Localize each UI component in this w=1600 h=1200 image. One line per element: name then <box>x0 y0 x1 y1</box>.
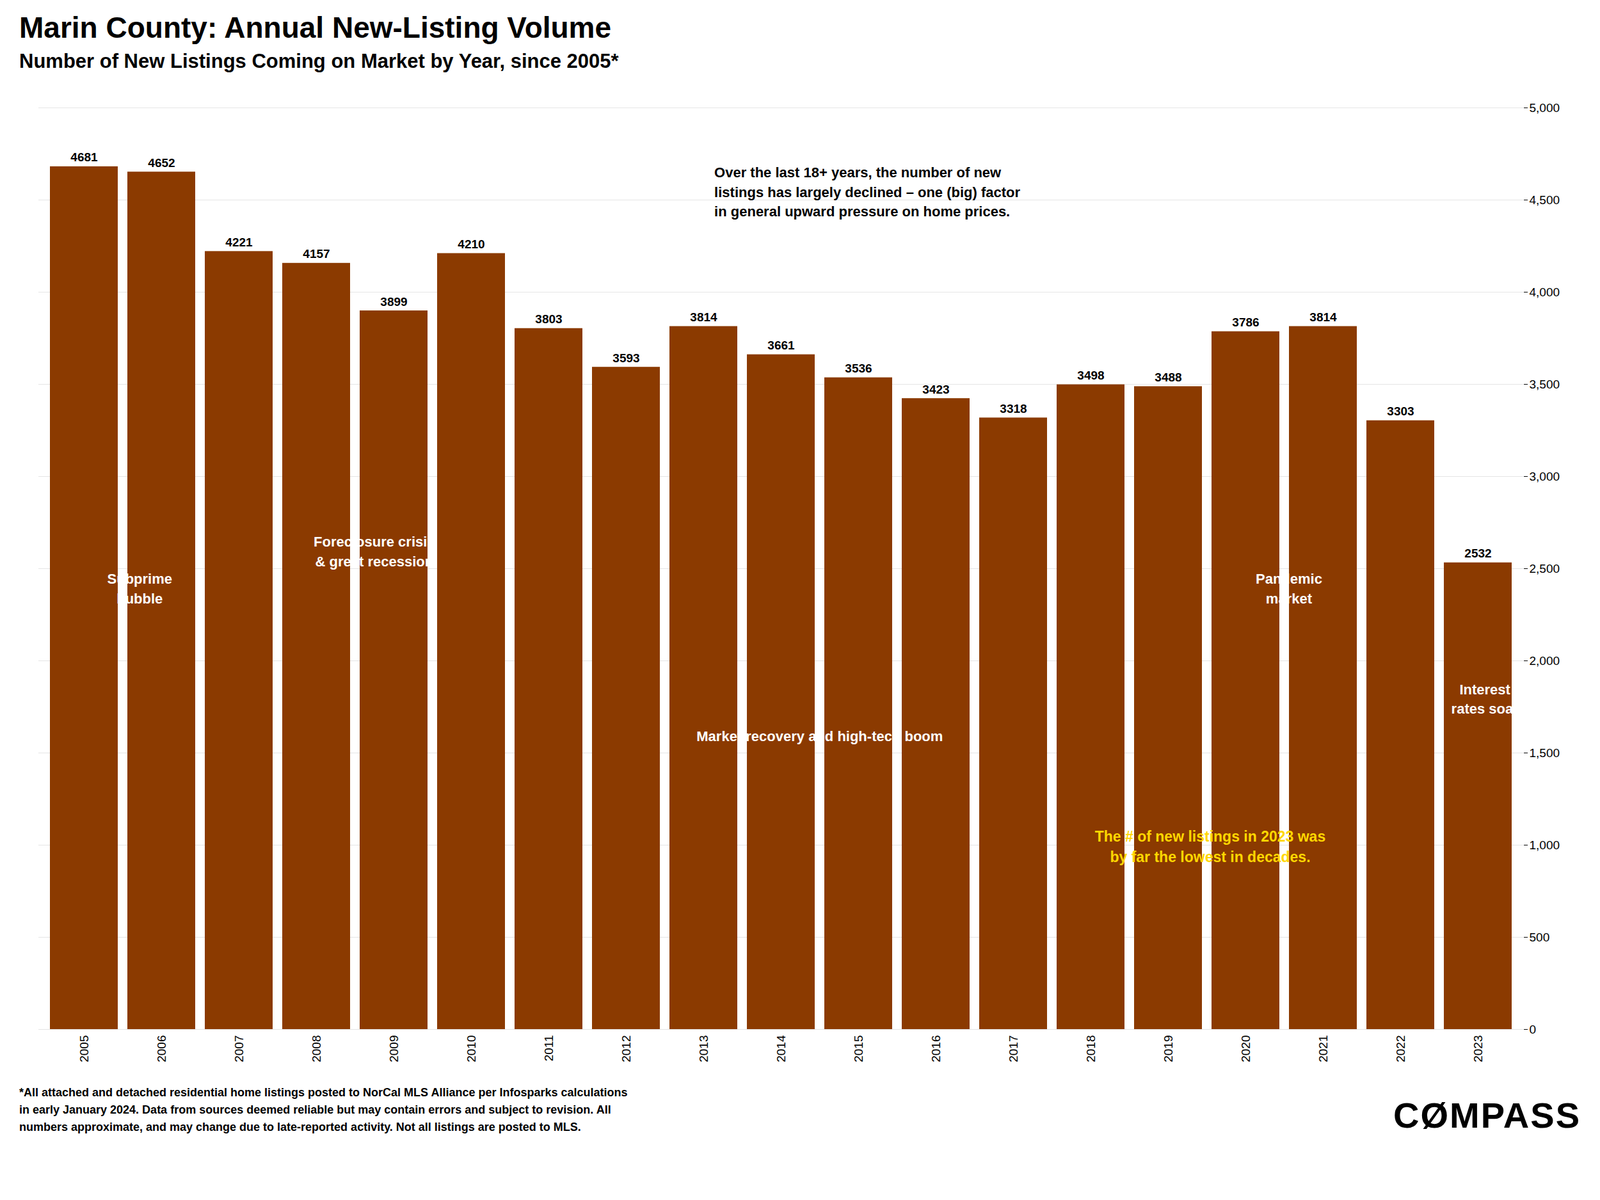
svg-text:3803: 3803 <box>535 312 562 326</box>
svg-text:2015: 2015 <box>851 1035 866 1063</box>
svg-text:3661: 3661 <box>767 338 795 352</box>
svg-text:Foreclosure crisis& great rece: Foreclosure crisis& great recession <box>313 533 436 570</box>
svg-text:4210: 4210 <box>457 237 485 251</box>
svg-text:3814: 3814 <box>1309 310 1337 324</box>
svg-text:3814: 3814 <box>689 310 718 324</box>
svg-text:2023: 2023 <box>1471 1035 1485 1063</box>
svg-text:2011: 2011 <box>542 1035 556 1062</box>
svg-text:4,500: 4,500 <box>1529 193 1561 207</box>
svg-text:3498: 3498 <box>1077 368 1104 383</box>
svg-text:5,000: 5,000 <box>1529 101 1561 115</box>
svg-text:3,500: 3,500 <box>1529 377 1561 392</box>
svg-text:3303: 3303 <box>1386 404 1414 418</box>
svg-text:2009: 2009 <box>387 1035 401 1063</box>
svg-text:2016: 2016 <box>929 1035 943 1063</box>
svg-text:2020: 2020 <box>1239 1035 1253 1063</box>
svg-text:500: 500 <box>1529 930 1551 944</box>
svg-text:3786: 3786 <box>1232 315 1259 329</box>
svg-text:2014: 2014 <box>774 1034 788 1063</box>
svg-text:4652: 4652 <box>147 156 175 170</box>
svg-text:2006: 2006 <box>154 1035 169 1063</box>
svg-text:The # of new listings in 2023: The # of new listings in 2023 wasby far … <box>1095 828 1326 866</box>
svg-text:2022: 2022 <box>1393 1035 1408 1063</box>
svg-text:3423: 3423 <box>922 382 950 397</box>
svg-text:Over the last 18+ years, the n: Over the last 18+ years, the number of n… <box>714 164 1021 221</box>
html-text:CØMPASS: CØMPASS <box>1393 1095 1581 1136</box>
svg-text:2005: 2005 <box>77 1035 91 1063</box>
svg-text:2008: 2008 <box>309 1035 324 1063</box>
svg-text:2017: 2017 <box>1006 1035 1021 1063</box>
svg-text:4,000: 4,000 <box>1529 285 1561 299</box>
svg-text:3536: 3536 <box>844 361 872 376</box>
svg-text:2,000: 2,000 <box>1529 654 1561 668</box>
svg-text:Subprimebubble: Subprimebubble <box>107 570 173 607</box>
svg-text:4157: 4157 <box>302 247 330 261</box>
svg-text:2532: 2532 <box>1464 546 1492 560</box>
svg-text:2007: 2007 <box>232 1035 246 1063</box>
svg-text:2018: 2018 <box>1084 1035 1098 1063</box>
svg-text:2019: 2019 <box>1161 1035 1176 1063</box>
svg-text:Market recovery and high-tech: Market recovery and high-tech boom <box>696 728 943 745</box>
html-text:Number of New Listings Coming: Number of New Listings Coming on Market … <box>19 49 619 73</box>
svg-text:3,000: 3,000 <box>1529 469 1561 484</box>
svg-text:3593: 3593 <box>612 351 640 365</box>
svg-text:Pandemicmarket: Pandemicmarket <box>1255 570 1323 607</box>
svg-text:Interestrates soar: Interestrates soar <box>1451 681 1520 718</box>
html-text:*All attached and detached res: *All attached and detached residential h… <box>19 1086 628 1134</box>
svg-text:0: 0 <box>1529 1022 1537 1037</box>
svg-text:2012: 2012 <box>619 1035 633 1063</box>
html-text:Marin County: Annual New-Listi: Marin County: Annual New-Listing Volume <box>19 10 612 45</box>
svg-text:3899: 3899 <box>380 295 408 309</box>
svg-text:2010: 2010 <box>464 1035 479 1063</box>
svg-text:3318: 3318 <box>999 401 1027 416</box>
svg-text:3488: 3488 <box>1154 370 1182 384</box>
svg-text:4221: 4221 <box>225 235 253 249</box>
svg-text:2013: 2013 <box>696 1035 711 1063</box>
svg-text:2021: 2021 <box>1316 1035 1330 1063</box>
svg-text:4681: 4681 <box>70 150 98 164</box>
svg-text:2,500: 2,500 <box>1529 561 1561 576</box>
svg-text:1,000: 1,000 <box>1529 838 1561 852</box>
svg-text:1,500: 1,500 <box>1529 746 1561 760</box>
